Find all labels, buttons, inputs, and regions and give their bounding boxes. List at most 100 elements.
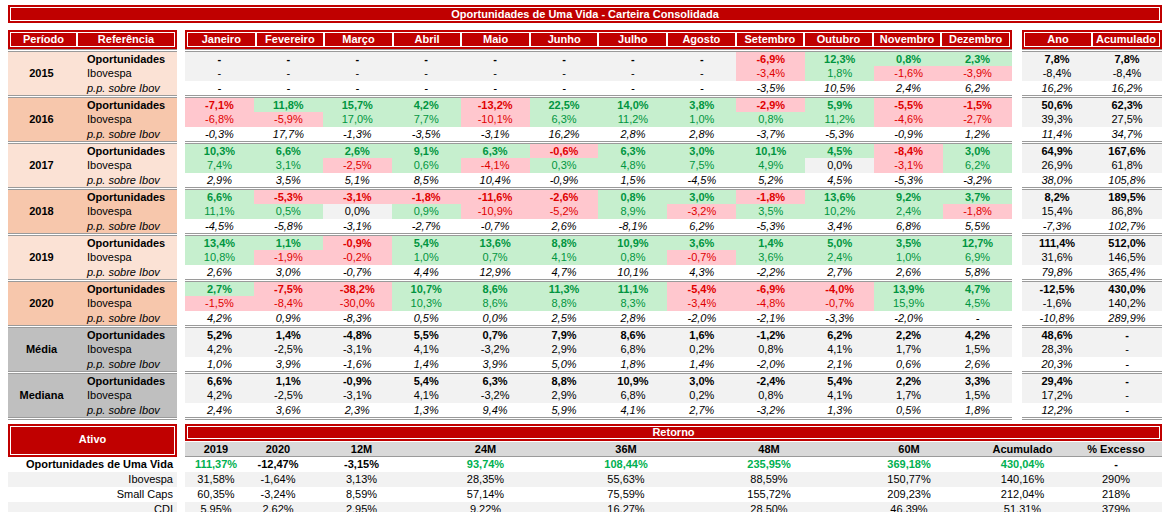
asset-label[interactable]: Small Caps [8,487,177,502]
bottom-col-header[interactable]: Acumulado [975,442,1070,456]
bottom-value-cell[interactable]: 155,72% [695,487,843,502]
value-cell[interactable]: 6,6% [185,374,254,388]
value-cell[interactable]: -8,4% [254,296,323,310]
value-cell[interactable]: 4,4% [392,265,461,279]
value-cell[interactable]: - [667,81,736,95]
value-cell[interactable]: 4,1% [530,250,599,264]
value-cell[interactable]: -4,6% [874,112,943,126]
value-cell[interactable]: -3,4% [667,296,736,310]
value-cell[interactable]: 4,2% [185,311,254,325]
value-cell[interactable]: - [185,52,254,66]
value-cell[interactable]: 5,9% [805,98,874,112]
value-cell[interactable]: -5,3% [874,173,943,187]
value-cell[interactable]: 6,3% [461,374,530,388]
value-cell[interactable]: -3,1% [874,158,943,172]
value-cell[interactable]: 5,0% [805,236,874,250]
value-cell[interactable]: -3,1% [323,388,392,402]
accumulated-cell[interactable]: 27,5% [1092,112,1162,126]
accumulated-cell[interactable]: 62,3% [1092,98,1162,112]
period-label[interactable]: 2020 [8,282,75,325]
period-label[interactable]: 2018 [8,190,75,233]
value-cell[interactable]: 10,1% [598,265,667,279]
value-cell[interactable]: -4,8% [736,296,805,310]
value-cell[interactable]: -2,0% [667,311,736,325]
row-label[interactable]: Ibovespa [87,296,177,310]
year-total-cell[interactable]: 64,9% [1022,144,1092,158]
value-cell[interactable]: -0,6% [530,144,599,158]
value-cell[interactable]: 10,1% [736,144,805,158]
value-cell[interactable]: -5,3% [736,219,805,233]
value-cell[interactable]: 4,5% [943,296,1012,310]
value-cell[interactable]: 5,4% [805,374,874,388]
row-label[interactable]: Ibovespa [87,112,177,126]
value-cell[interactable]: 1,4% [254,328,323,342]
value-cell[interactable]: -30,0% [323,296,392,310]
bottom-value-cell[interactable]: 379% [1070,502,1162,512]
value-cell[interactable]: 2,8% [598,127,667,141]
value-cell[interactable]: 2,9% [185,173,254,187]
value-cell[interactable]: 4,5% [805,144,874,158]
value-cell[interactable]: 3,0% [667,144,736,158]
row-label[interactable]: p.p. sobre Ibov [87,81,177,95]
accumulated-cell[interactable]: 512,0% [1092,236,1162,250]
value-cell[interactable]: 5,9% [530,403,599,417]
value-cell[interactable]: 17,0% [323,112,392,126]
value-cell[interactable]: 2,7% [805,265,874,279]
value-cell[interactable]: 2,2% [874,374,943,388]
month-header[interactable]: Junho [530,32,599,47]
bottom-value-cell[interactable]: 28,50% [695,502,843,512]
year-total-cell[interactable]: -10,8% [1022,311,1092,325]
bottom-value-cell[interactable]: 290% [1070,472,1162,487]
bottom-value-cell[interactable]: 111,37% [185,457,247,472]
period-label[interactable]: Mediana [8,374,75,417]
bottom-value-cell[interactable]: 8,59% [309,487,414,502]
value-cell[interactable]: - [254,52,323,66]
accumulated-cell[interactable]: 86,8% [1092,204,1162,218]
value-cell[interactable]: 2,8% [598,311,667,325]
value-cell[interactable]: -38,2% [323,282,392,296]
value-cell[interactable]: 2,4% [874,204,943,218]
value-cell[interactable]: 4,1% [392,388,461,402]
value-cell[interactable]: 2,2% [874,328,943,342]
value-cell[interactable]: -2,5% [254,388,323,402]
value-cell[interactable]: -1,5% [943,98,1012,112]
value-cell[interactable]: -6,8% [185,112,254,126]
month-header[interactable]: Maio [461,32,530,47]
value-cell[interactable]: 1,7% [874,342,943,356]
value-cell[interactable]: 2,3% [943,52,1012,66]
value-cell[interactable]: -3,1% [323,190,392,204]
accumulated-cell[interactable]: 365,4% [1092,265,1162,279]
value-cell[interactable]: -11,6% [461,190,530,204]
value-cell[interactable]: - [254,66,323,80]
value-cell[interactable]: 12,9% [461,265,530,279]
value-cell[interactable]: 5,2% [185,328,254,342]
asset-label[interactable]: Oportunidades de Uma Vida [8,457,177,472]
value-cell[interactable]: 0,8% [598,190,667,204]
value-cell[interactable]: 3,5% [254,173,323,187]
month-header[interactable]: Março [324,32,393,47]
value-cell[interactable]: 17,7% [254,127,323,141]
value-cell[interactable]: 1,5% [943,388,1012,402]
value-cell[interactable]: -10,1% [461,112,530,126]
accumulated-cell[interactable]: 105,8% [1092,173,1162,187]
year-total-cell[interactable]: 26,9% [1022,158,1092,172]
return-header-label[interactable]: Retorno [187,426,1160,439]
bottom-value-cell[interactable]: - [1070,457,1162,472]
asset-header-label[interactable]: Ativo [10,426,175,455]
value-cell[interactable]: 12,7% [943,236,1012,250]
value-cell[interactable]: 0,7% [461,250,530,264]
value-cell[interactable]: -13,2% [461,98,530,112]
bottom-value-cell[interactable]: 218% [1070,487,1162,502]
value-cell[interactable]: 0,2% [667,388,736,402]
value-cell[interactable]: 1,0% [667,112,736,126]
year-total-cell[interactable]: -8,4% [1022,66,1092,80]
year-total-cell[interactable]: 31,6% [1022,250,1092,264]
value-cell[interactable]: -3,2% [943,173,1012,187]
value-cell[interactable]: 1,8% [805,66,874,80]
value-cell[interactable]: 2,1% [805,357,874,371]
value-cell[interactable]: - [323,81,392,95]
value-cell[interactable]: 7,7% [392,112,461,126]
value-cell[interactable]: 0,2% [667,342,736,356]
row-label[interactable]: Ibovespa [87,204,177,218]
value-cell[interactable]: 2,8% [667,127,736,141]
